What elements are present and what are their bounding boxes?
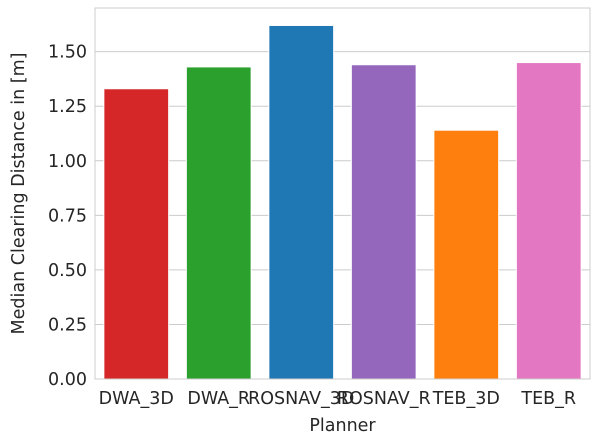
grid-lines — [95, 51, 590, 380]
y-tick-label: 0.00 — [48, 370, 87, 390]
y-tick-label: 1.25 — [48, 97, 87, 117]
bar-dwa-r — [185, 66, 252, 380]
y-tick-label: 0.50 — [48, 261, 87, 281]
x-axis-label: Planner — [309, 416, 376, 436]
bar-teb-r — [515, 62, 582, 380]
bar-rosnav-3d — [268, 24, 335, 380]
x-tick-label: ROSNAV_R — [337, 389, 431, 409]
bar-rosnav-r — [350, 64, 417, 380]
x-tick-label: DWA_R — [187, 389, 250, 409]
y-tick-label: 0.75 — [48, 206, 87, 226]
x-tick-label: TEB_3D — [432, 389, 500, 409]
y-tick-label: 0.25 — [48, 315, 87, 335]
bar-dwa-3d — [103, 88, 170, 380]
bar-teb-3d — [433, 129, 500, 380]
y-axis-label: Median Clearing Distance in [m] — [9, 53, 29, 335]
plot-frame — [94, 7, 591, 380]
y-tick-labels: 0.00 0.25 0.50 0.75 1.00 1.25 1.50 — [48, 43, 87, 390]
bars — [103, 24, 582, 380]
y-tick-label: 1.00 — [48, 152, 87, 172]
x-tick-label: TEB_R — [520, 389, 576, 409]
x-tick-label: ROSNAV_3D — [248, 389, 354, 409]
x-tick-label: DWA_3D — [99, 389, 174, 409]
y-tick-label: 1.50 — [48, 43, 87, 63]
